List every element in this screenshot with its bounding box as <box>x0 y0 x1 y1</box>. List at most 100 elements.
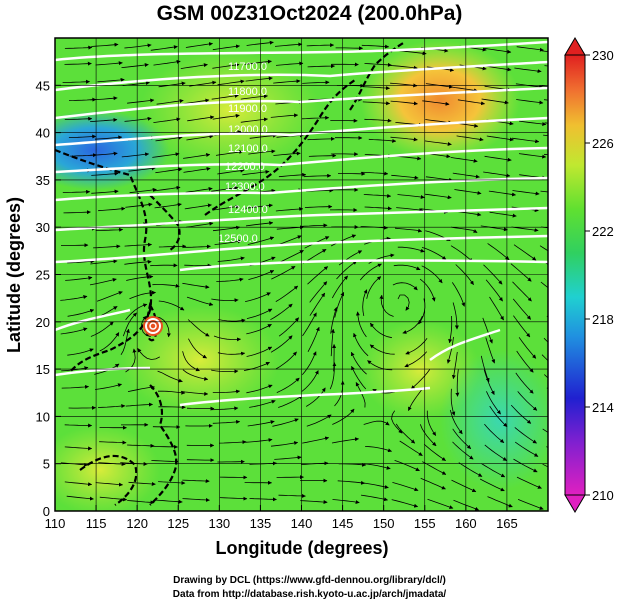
streamline <box>67 348 94 356</box>
colorbar-tick-label: 214 <box>592 400 614 415</box>
streamline <box>483 369 495 396</box>
streamline <box>276 377 300 393</box>
streamline <box>90 96 118 101</box>
streamline <box>271 265 296 280</box>
streamline <box>392 282 418 291</box>
streamline <box>246 384 273 394</box>
streamline <box>127 443 155 448</box>
streamline <box>270 335 293 353</box>
streamline <box>301 351 317 375</box>
contour-label: 12400.0 <box>228 204 268 216</box>
streamline <box>64 61 92 66</box>
x-tick-label: 120 <box>126 516 148 531</box>
streamline <box>452 441 474 460</box>
streamline <box>124 259 152 265</box>
streamline <box>121 63 149 68</box>
streamline <box>124 43 152 49</box>
streamline <box>274 455 302 460</box>
streamline <box>302 436 330 444</box>
streamline <box>187 319 210 337</box>
x-tick-label: 125 <box>167 516 189 531</box>
streamline <box>410 369 431 390</box>
streamline <box>150 45 178 51</box>
streamline <box>450 86 478 93</box>
streamline <box>488 190 516 197</box>
credit-data: Data from http://database.rish.kyoto-u.a… <box>172 589 447 600</box>
streamline <box>360 171 389 176</box>
streamline <box>158 480 186 485</box>
streamline <box>212 204 240 211</box>
streamline <box>517 391 538 411</box>
streamline <box>182 497 210 502</box>
streamline <box>309 281 328 303</box>
streamline <box>427 498 454 509</box>
streamline <box>331 275 348 299</box>
streamline <box>278 395 303 408</box>
streamline <box>158 300 185 311</box>
streamline <box>511 137 540 144</box>
map-title: GSM 00Z31Oct2024 (200.0hPa) <box>156 2 463 25</box>
streamline <box>158 405 186 410</box>
streamline <box>390 65 418 70</box>
streamline <box>360 494 388 502</box>
y-axis-label: Latitude (degrees) <box>4 197 24 353</box>
credit-drawing: Drawing by DCL (https://www.gfd-dennou.o… <box>173 575 446 586</box>
streamline <box>479 478 505 492</box>
streamline <box>307 326 320 352</box>
streamline <box>363 193 392 198</box>
streamline <box>301 115 330 120</box>
x-tick-label: 130 <box>208 516 230 531</box>
streamline <box>337 480 365 485</box>
streamline <box>366 276 382 299</box>
streamline <box>245 292 271 302</box>
streamline <box>182 282 210 289</box>
streamline <box>379 294 394 317</box>
streamline <box>217 256 245 262</box>
streamline <box>65 275 93 281</box>
streamline <box>90 151 118 156</box>
contour-label: 12200.0 <box>225 161 265 173</box>
streamline <box>330 328 335 357</box>
y-tick-label: 40 <box>36 126 50 141</box>
streamline <box>518 153 547 159</box>
streamline <box>152 152 180 158</box>
streamline <box>212 225 241 232</box>
streamline <box>96 291 123 302</box>
streamline <box>244 59 272 65</box>
contour-label: 11900.0 <box>228 103 267 115</box>
streamline <box>391 499 419 508</box>
streamline <box>274 42 303 47</box>
streamline <box>187 115 215 122</box>
streamline <box>180 391 209 396</box>
streamline <box>278 317 299 337</box>
streamline <box>64 446 93 451</box>
streamline <box>306 43 335 48</box>
colorbar-tick-label: 230 <box>592 48 614 63</box>
coastline-borneo <box>79 454 138 506</box>
streamline <box>61 384 89 389</box>
colorbar-tick-label: 218 <box>592 312 614 327</box>
streamline <box>249 497 277 502</box>
streamline <box>212 419 241 424</box>
streamline <box>63 210 91 215</box>
streamline <box>484 423 505 444</box>
streamline <box>350 351 367 375</box>
streamline <box>186 134 214 141</box>
streamline <box>512 190 540 196</box>
streamline <box>243 361 270 371</box>
streamline <box>184 203 212 210</box>
streamline <box>240 94 268 100</box>
streamline <box>517 499 544 510</box>
streamline <box>90 117 118 122</box>
streamline <box>270 303 293 321</box>
streamline <box>64 45 93 50</box>
colorbar-body <box>564 54 586 496</box>
streamline <box>242 169 270 176</box>
streamline <box>270 441 299 447</box>
streamline <box>359 263 382 281</box>
streamline <box>89 277 117 286</box>
streamline <box>516 476 542 489</box>
streamline <box>273 79 301 84</box>
lat-lon-grid <box>55 38 548 511</box>
streamline <box>368 138 397 143</box>
